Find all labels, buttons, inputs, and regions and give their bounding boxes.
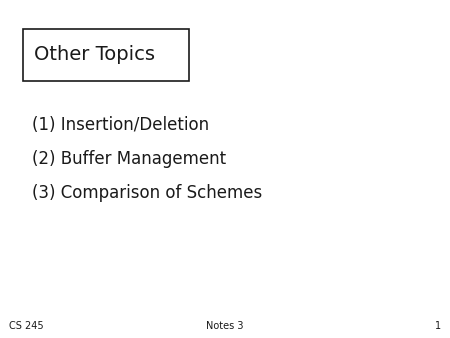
Text: 1: 1 (435, 321, 441, 331)
Text: (1) Insertion/Deletion: (1) Insertion/Deletion (32, 116, 209, 134)
Text: CS 245: CS 245 (9, 321, 44, 331)
Text: Notes 3: Notes 3 (206, 321, 244, 331)
Text: (3) Comparison of Schemes: (3) Comparison of Schemes (32, 184, 262, 202)
Text: Other Topics: Other Topics (34, 45, 155, 65)
Bar (22, 29, 189, 81)
Text: (2) Buffer Management: (2) Buffer Management (32, 150, 225, 168)
